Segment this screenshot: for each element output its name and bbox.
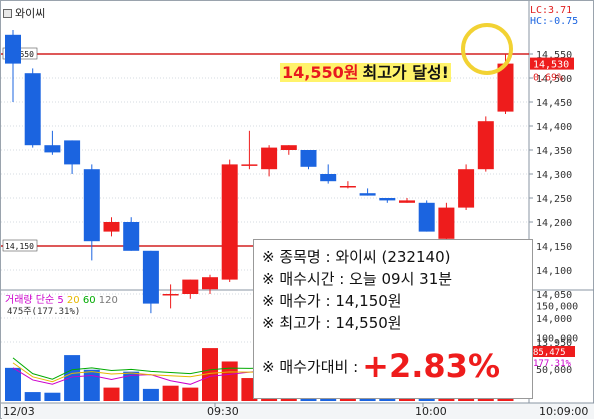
price-line-tag [2,239,38,252]
candle-body [300,150,317,167]
time-axis-bg [2,403,594,419]
volume-bar [44,392,61,401]
volume-bar [162,385,179,401]
candle-body [103,222,120,232]
candle-body [64,140,81,165]
price-tick-label: 14,050 [536,290,572,301]
legend-lc: LC:3.71 [530,5,572,16]
candle-body [142,250,159,304]
volume-bar [64,355,81,401]
candle-body [339,186,356,188]
candle-body [44,145,61,153]
price-tick-label: 14,450 [536,98,572,109]
window-menu-icon[interactable] [3,8,12,18]
volume-bar [103,387,120,401]
ratio-row: ※ 매수가대비 : +2.83% [262,346,526,386]
buy-price-row: ※ 매수가 : 14,150원 [262,292,402,310]
candle-body [202,277,218,290]
current-price-label: 14,530 [533,60,569,71]
candle-body [261,147,278,170]
callout-price: 14,550원 [280,63,361,82]
time-label: 09:30 [207,405,239,418]
volume-bar [142,388,159,401]
buy-time-row: ※ 매수시간 : 오늘 09시 31분 [262,270,453,288]
price-line-label: 14,150 [5,242,34,251]
candle-body [399,200,415,203]
ratio-value: +2.83% [362,347,500,385]
trade-info-panel: ※ 종목명 : 와이씨 (232140) ※ 매수시간 : 오늘 09시 31분… [253,239,533,399]
volume-ma-period: 20 [67,295,83,306]
candle-body [83,169,100,242]
current-volume-box [530,346,575,357]
candle-body [280,145,297,150]
current-volume-ratio: 177.31% [533,359,572,369]
ratio-label: ※ 매수가대비 : [262,357,359,376]
current-price-box [530,57,574,70]
price-tick-label: 14,350 [536,146,572,157]
volume-bar [123,371,140,401]
volume-ma-period: 5 [57,295,67,306]
price-tick-label: 14,200 [536,218,572,229]
volume-ratio-text: 475주(177.31%) [7,306,80,317]
price-tick-label: 13,950 [536,338,572,349]
candle-body [359,193,376,196]
price-tick-label: 14,000 [536,314,572,325]
volume-ma-type: 단순 [36,294,58,306]
highlight-circle-shape [461,23,513,75]
volume-bar [202,348,218,401]
price-tick-label: 14,400 [536,122,572,133]
price-tick-label: 14,150 [536,242,572,253]
callout-text: 최고가 달성! [360,63,451,82]
price-tick-label: 14,100 [536,266,572,277]
window-title: 와이씨 [15,7,46,20]
candle-body [182,279,199,294]
axes: 14,550 14,500 14,450 14,400 14,350 14,300 14,2… [3,5,588,418]
price-tick-label: 14,300 [536,170,572,181]
candle-body [221,164,238,280]
candle-body [5,34,21,64]
volume-bar [24,392,41,401]
candle-body [438,207,455,239]
price-tick-label: 14,500 [536,74,572,85]
candle-body [241,164,258,166]
volume-tick-label: 100,000 [536,333,578,344]
volume-bar [182,387,199,401]
volume-bar [5,367,21,401]
candle-body [24,73,41,146]
candles [5,30,514,314]
high-price-row: ※ 최고가 : 14,550원 [262,314,402,332]
window-title-bar: 와이씨 [3,5,45,21]
time-label: 12/03 [3,405,35,418]
volume-ma-period: 120 [99,295,118,306]
item-name-row: ※ 종목명 : 와이씨 (232140) [262,248,451,266]
price-tick-label: 14,250 [536,194,572,205]
time-label: 10:09:00 [539,405,588,418]
candle-body [320,174,337,182]
candle-body [458,169,475,208]
legend-hc: HC:-0.75 [530,16,578,27]
volume-label: 거래량 [5,294,36,306]
high-price-callout: 14,550원 최고가 달성! [280,59,451,83]
candle-body [497,63,514,112]
volume-legend: 거래량 단순 5 20 60 120 [5,294,118,306]
candle-body [418,202,435,232]
current-volume-label: 85,475 [533,348,566,358]
volume-tick-label: 150,000 [536,301,578,312]
candle-body [379,198,396,201]
volume-tick-label: 50,000 [536,365,572,376]
candle-body [162,294,179,296]
candle-body [123,222,140,251]
current-price-change: 0.69% [533,73,563,84]
volume-ma-period: 60 [83,295,99,306]
highlight-circle [461,23,513,75]
price-tick-label: 14,550 [536,50,572,61]
time-label: 10:00 [415,405,447,418]
volume-bar [83,369,100,401]
candle-body [477,121,494,170]
volume-bar [221,361,238,401]
